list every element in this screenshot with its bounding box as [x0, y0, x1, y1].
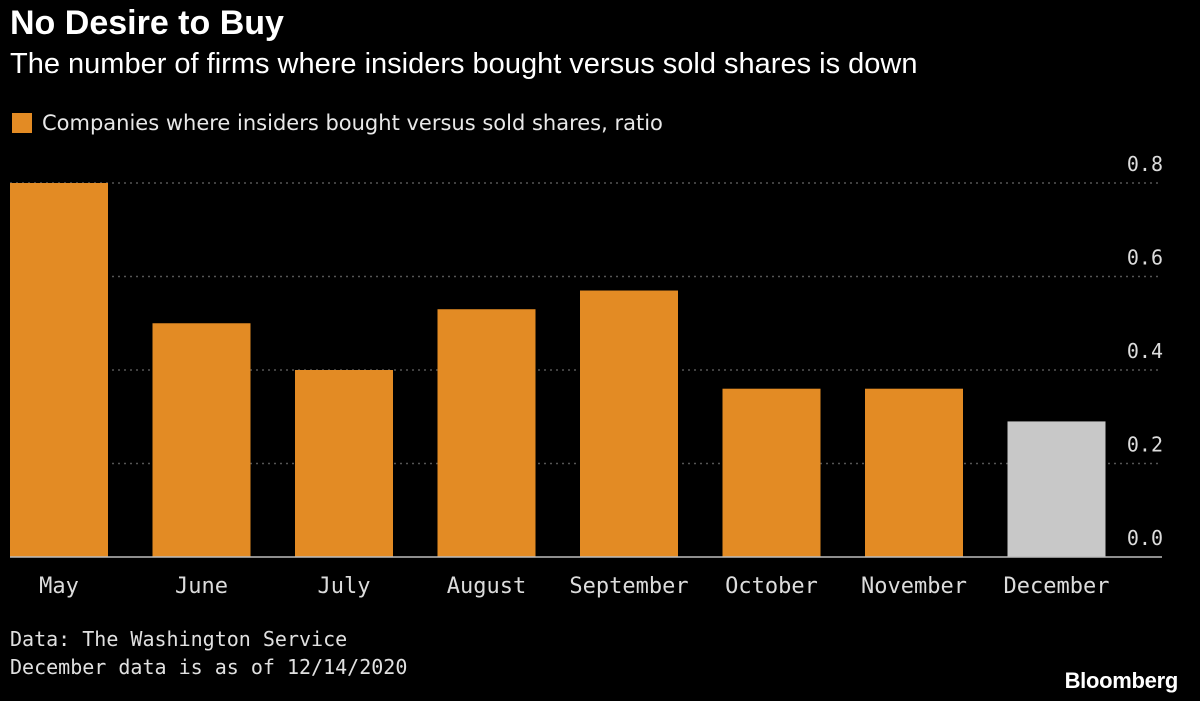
bars	[10, 183, 1106, 557]
data-note: December data is as of 12/14/2020	[10, 655, 408, 679]
x-tick-label: June	[175, 574, 228, 599]
x-tick-label: December	[1004, 574, 1110, 599]
chart-subtitle: The number of firms where insiders bough…	[10, 48, 918, 80]
x-tick-label: July	[318, 574, 371, 599]
y-tick-label: 0.6	[1127, 246, 1163, 270]
legend-swatch	[12, 113, 32, 133]
bar-october	[722, 388, 821, 557]
y-tick-label: 0.2	[1127, 433, 1163, 457]
x-tick-label: September	[569, 574, 688, 599]
y-axis-ticks: 0.0 0.2 0.4 0.6 0.8	[1127, 152, 1163, 550]
bar-september	[580, 290, 678, 557]
bar-november	[865, 388, 963, 557]
y-tick-label: 0.0	[1127, 526, 1163, 550]
source-note: Data: The Washington Service	[10, 627, 348, 651]
y-tick-label: 0.4	[1127, 339, 1163, 363]
bar-july	[295, 370, 393, 557]
x-tick-label: May	[39, 574, 79, 599]
x-tick-label: August	[447, 574, 526, 599]
x-tick-label: October	[725, 574, 818, 599]
legend: Companies where insiders bought versus s…	[12, 111, 663, 135]
bar-may	[10, 183, 108, 557]
x-tick-label: November	[861, 574, 967, 599]
bar-june	[152, 323, 251, 557]
bar-december	[1007, 421, 1106, 557]
bar-august	[437, 309, 536, 557]
chart-title: No Desire to Buy	[10, 4, 284, 42]
legend-label: Companies where insiders bought versus s…	[42, 111, 663, 135]
y-tick-label: 0.8	[1127, 152, 1163, 176]
x-axis-ticks: May June July August September October Novembe…	[39, 574, 1109, 599]
bloomberg-logo: Bloomberg	[1064, 668, 1179, 693]
